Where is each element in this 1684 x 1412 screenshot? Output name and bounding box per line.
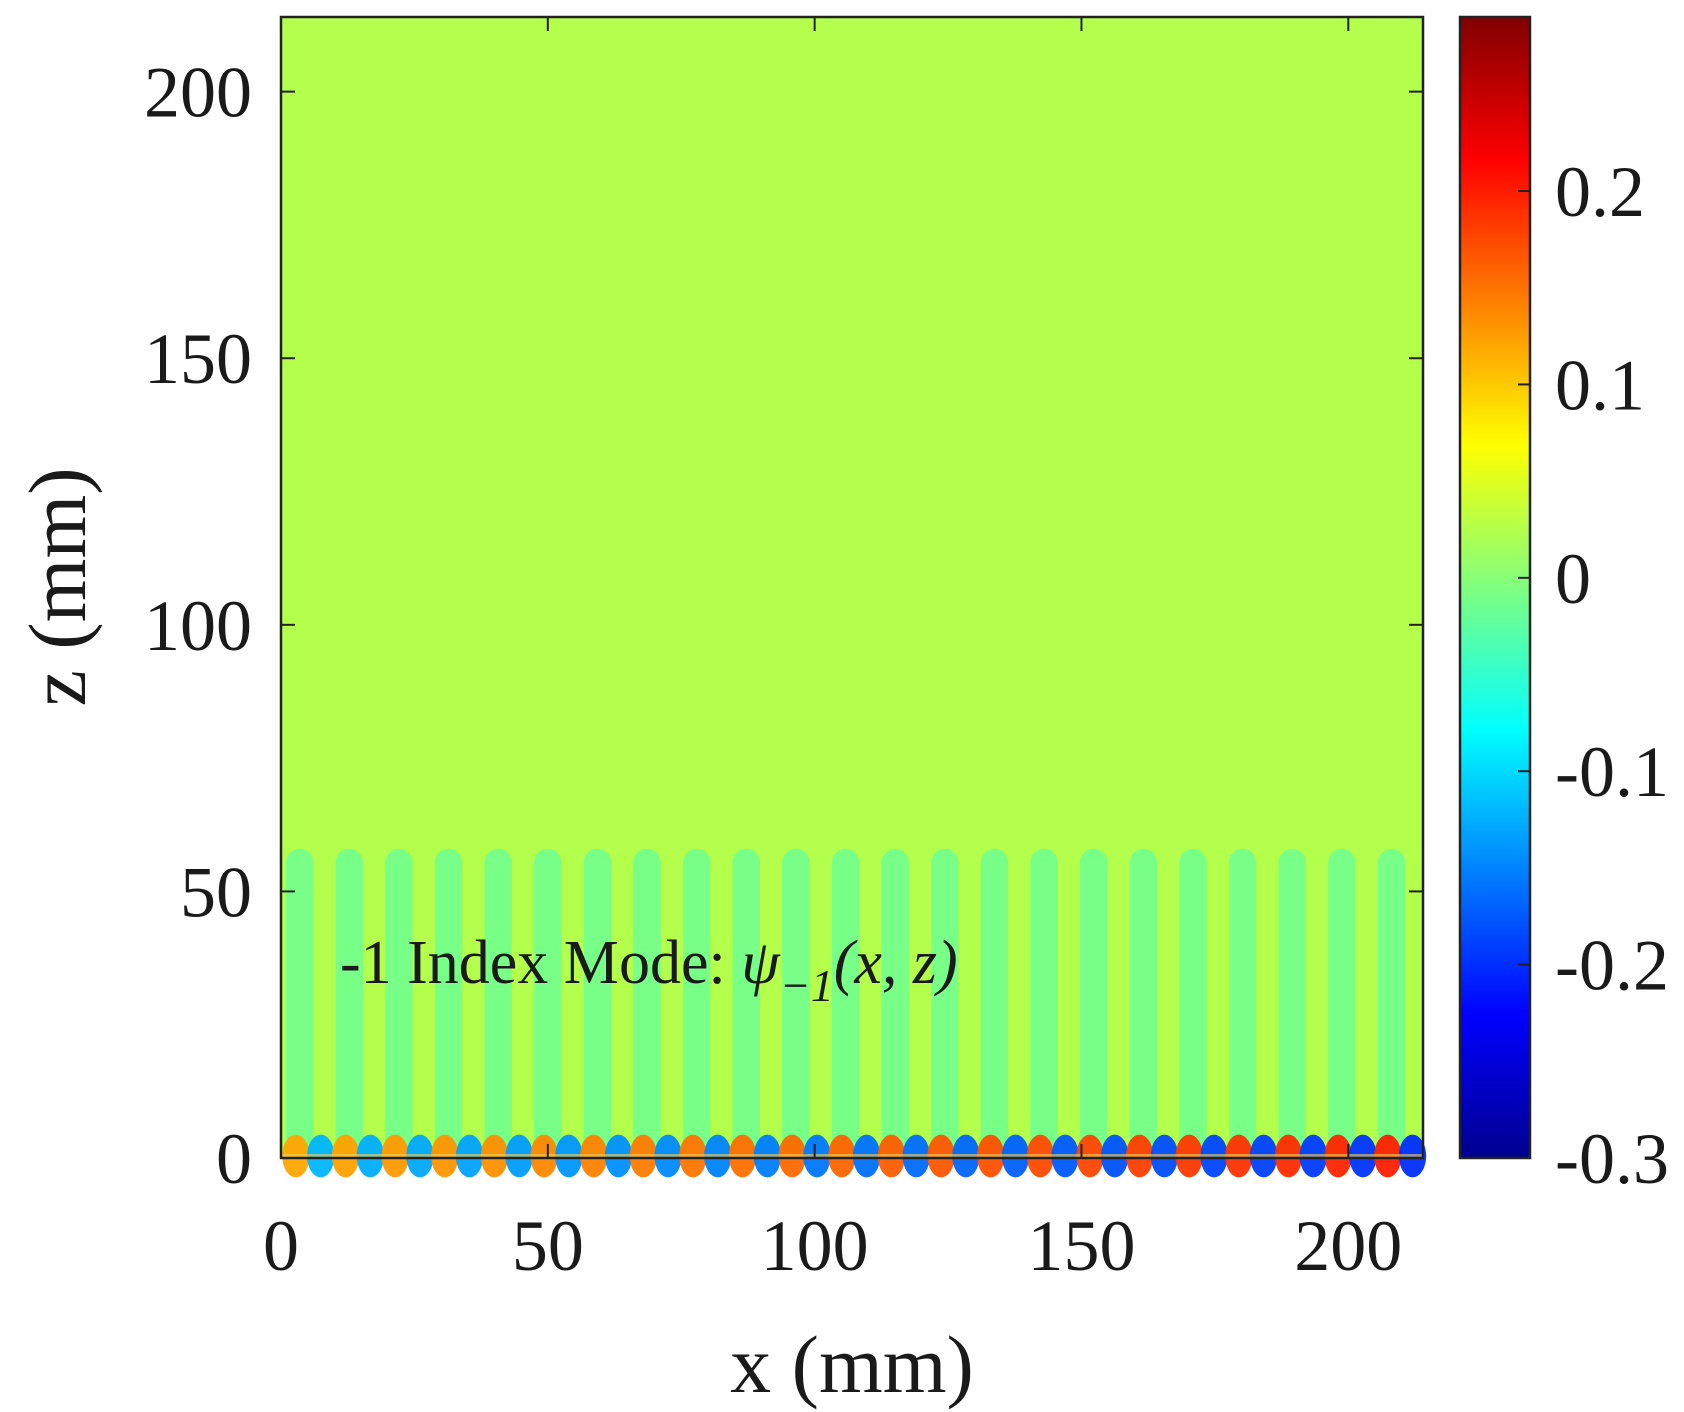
grating-stripes bbox=[286, 848, 1406, 1158]
annotation-text: -1 Index Mode: bbox=[340, 929, 741, 997]
y-tick-label: 150 bbox=[144, 319, 252, 399]
grating-stripe bbox=[732, 848, 760, 1158]
grating-stripe bbox=[633, 848, 661, 1158]
grating-stripe bbox=[335, 848, 363, 1158]
grating-stripe bbox=[1030, 848, 1058, 1158]
annotation-subscript: −1 bbox=[780, 960, 834, 1011]
annotation-args: (x, z) bbox=[834, 929, 958, 997]
grating-stripe bbox=[286, 848, 314, 1158]
grating-stripe bbox=[881, 848, 909, 1158]
colorbar: 0.2 0.1 0 -0.1 -0.2 -0.3 bbox=[1458, 15, 1669, 1199]
grating-stripe bbox=[683, 848, 711, 1158]
surface-oscillation bbox=[281, 1134, 1427, 1178]
colorbar-tick-label: -0.3 bbox=[1555, 1119, 1669, 1199]
y-ticks: 0 50 100 150 200 bbox=[144, 53, 1423, 1199]
grating-stripe bbox=[434, 848, 463, 1158]
colorbar-bar bbox=[1458, 15, 1532, 1160]
y-tick-label: 0 bbox=[216, 1119, 252, 1199]
grating-stripe bbox=[931, 848, 959, 1158]
grating-stripe bbox=[980, 848, 1009, 1158]
grating-stripe bbox=[583, 848, 612, 1158]
grating-stripe bbox=[1080, 848, 1108, 1158]
colorbar-tick-label: 0.2 bbox=[1555, 152, 1645, 232]
x-axis-label: x (mm) bbox=[730, 1319, 974, 1410]
x-tick-label: 0 bbox=[263, 1206, 299, 1286]
y-axis-label: z (mm) bbox=[12, 467, 103, 706]
grating-stripe bbox=[831, 848, 860, 1158]
grating-stripe bbox=[1377, 848, 1406, 1158]
x-tick-label: 100 bbox=[761, 1206, 869, 1286]
y-tick-label: 100 bbox=[144, 586, 252, 666]
colorbar-tick-label: 0.1 bbox=[1555, 345, 1645, 425]
grating-stripe bbox=[1228, 848, 1257, 1158]
grating-stripe bbox=[1129, 848, 1158, 1158]
x-tick-label: 200 bbox=[1294, 1206, 1402, 1286]
grating-stripe bbox=[1179, 848, 1207, 1158]
surface-line bbox=[281, 1154, 1423, 1157]
y-tick-label: 50 bbox=[180, 852, 252, 932]
x-tick-label: 50 bbox=[512, 1206, 584, 1286]
mode-annotation: -1 Index Mode: ψ−1(x, z) bbox=[340, 929, 958, 1011]
grating-stripe bbox=[1328, 848, 1356, 1158]
colorbar-tick-label: -0.1 bbox=[1555, 732, 1669, 812]
grating-stripe bbox=[385, 848, 413, 1158]
grating-stripe bbox=[534, 848, 562, 1158]
colorbar-tick-label: 0 bbox=[1555, 539, 1591, 619]
x-ticks: 0 50 100 150 200 bbox=[263, 17, 1402, 1286]
plot-area: 0 50 100 150 200 0 50 100 150 200 bbox=[144, 15, 1427, 1286]
grating-stripe bbox=[1278, 848, 1306, 1158]
colorbar-tick-label: -0.2 bbox=[1555, 926, 1669, 1006]
colorbar-ticks: 0.2 0.1 0 -0.1 -0.2 -0.3 bbox=[1518, 152, 1669, 1199]
y-tick-label: 200 bbox=[144, 53, 252, 133]
annotation-symbol: ψ bbox=[741, 929, 781, 997]
grating-stripe bbox=[782, 848, 810, 1158]
plot-frame bbox=[279, 15, 1425, 1160]
grating-stripe bbox=[484, 848, 512, 1158]
x-tick-label: 150 bbox=[1027, 1206, 1135, 1286]
